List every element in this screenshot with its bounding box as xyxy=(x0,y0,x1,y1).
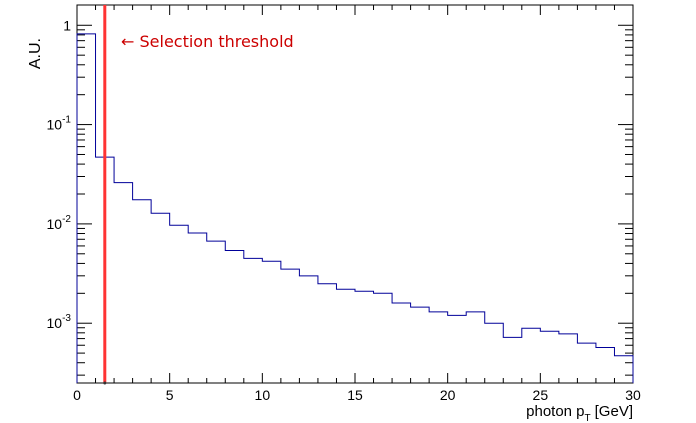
y-tick-label: 10-1 xyxy=(47,115,72,133)
histogram-series xyxy=(76,33,634,383)
y-tick-label: 1 xyxy=(63,17,71,33)
threshold-annotation: ← Selection threshold xyxy=(121,32,294,51)
x-axis-title: photon pT [GeV] xyxy=(526,403,633,423)
x-axis-title-main: photon p xyxy=(526,403,584,420)
threshold-marker xyxy=(103,381,107,385)
x-tick-label: 30 xyxy=(625,387,641,403)
x-axis-title-subscript: T xyxy=(585,413,591,423)
x-axis: 0 5 10 15 20 25 30 xyxy=(73,5,641,403)
x-tick-label: 0 xyxy=(73,387,81,403)
x-tick-label: 15 xyxy=(347,387,363,403)
x-tick-label: 10 xyxy=(255,387,271,403)
x-axis-title-unit: [GeV] xyxy=(595,403,633,420)
x-tick-label: 20 xyxy=(440,387,456,403)
y-axis-title: A.U. xyxy=(27,38,44,69)
frame xyxy=(76,4,634,384)
x-tick-label: 5 xyxy=(166,387,174,403)
y-tick-label: 10-3 xyxy=(47,313,72,331)
y-axis: 1 10-1 10-2 10-3 xyxy=(47,17,633,376)
x-tick-label: 25 xyxy=(533,387,549,403)
y-tick-label: 10-2 xyxy=(47,214,72,232)
